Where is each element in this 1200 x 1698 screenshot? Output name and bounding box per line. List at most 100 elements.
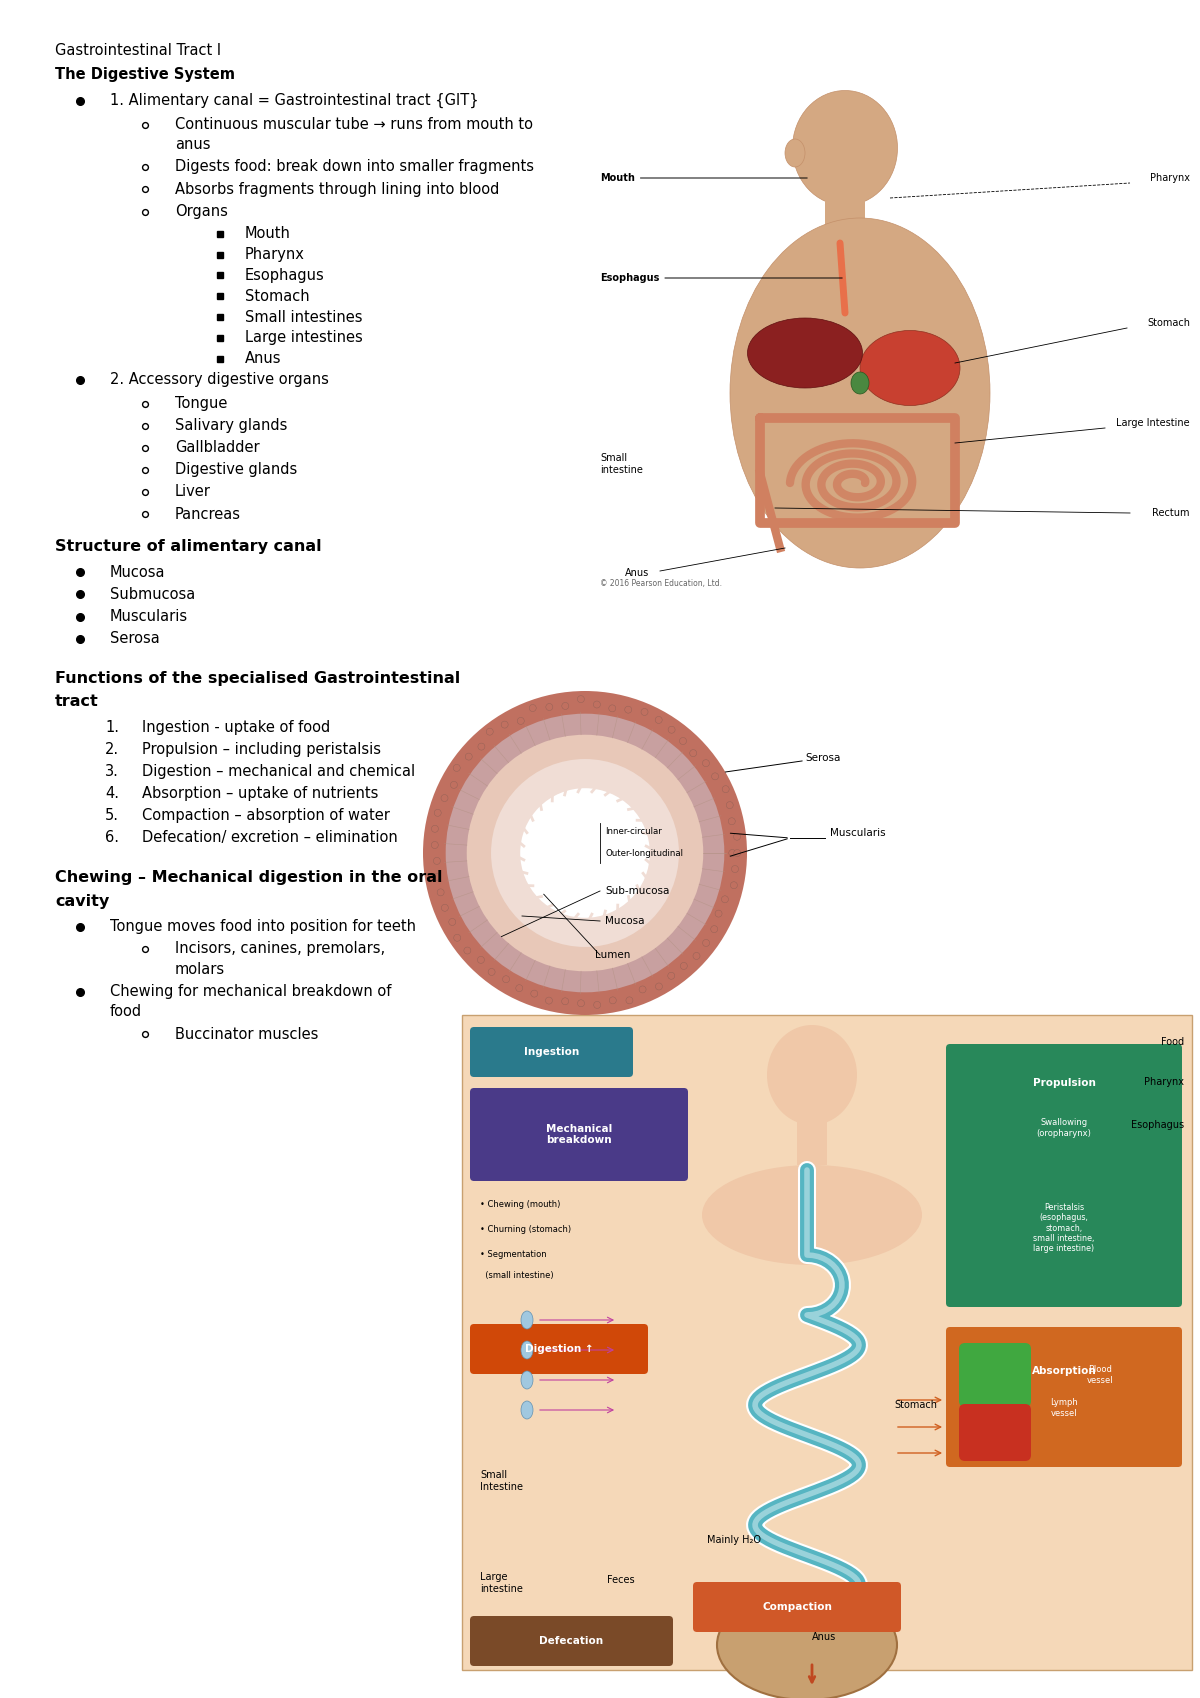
- Circle shape: [433, 873, 440, 881]
- Circle shape: [478, 744, 485, 751]
- Text: 3.: 3.: [106, 764, 119, 779]
- Text: Sub-mucosa: Sub-mucosa: [605, 886, 670, 897]
- Text: Anus: Anus: [625, 569, 649, 577]
- Circle shape: [517, 718, 524, 725]
- Ellipse shape: [521, 1401, 533, 1420]
- FancyBboxPatch shape: [470, 1324, 648, 1374]
- Circle shape: [733, 849, 740, 856]
- Text: Food: Food: [1160, 1037, 1184, 1048]
- Circle shape: [503, 976, 510, 983]
- Ellipse shape: [851, 372, 869, 394]
- Text: 5.: 5.: [106, 808, 119, 824]
- Text: Pharynx: Pharynx: [1150, 173, 1190, 183]
- Text: Large Intestine: Large Intestine: [1116, 418, 1190, 428]
- Text: Mainly H₂O: Mainly H₂O: [707, 1535, 761, 1545]
- Text: Digests food: break down into smaller fragments: Digests food: break down into smaller fr…: [175, 160, 534, 175]
- Circle shape: [726, 801, 733, 808]
- Text: Feces: Feces: [607, 1576, 635, 1584]
- Text: Pharynx: Pharynx: [245, 246, 305, 261]
- Ellipse shape: [702, 1165, 922, 1265]
- Text: 6.: 6.: [106, 830, 119, 846]
- Ellipse shape: [521, 1311, 533, 1330]
- FancyBboxPatch shape: [959, 1343, 1031, 1408]
- Text: Stomach: Stomach: [1147, 318, 1190, 328]
- Text: food: food: [110, 1005, 142, 1019]
- FancyBboxPatch shape: [462, 1015, 1192, 1671]
- Circle shape: [431, 842, 438, 849]
- Text: Mucosa: Mucosa: [110, 564, 166, 579]
- Circle shape: [690, 749, 697, 757]
- Circle shape: [594, 1002, 601, 1009]
- Circle shape: [710, 925, 718, 932]
- Text: Mouth: Mouth: [600, 173, 808, 183]
- Text: Chewing – Mechanical digestion in the oral: Chewing – Mechanical digestion in the or…: [55, 869, 443, 885]
- Circle shape: [516, 985, 523, 992]
- Text: Digestion – mechanical and chemical: Digestion – mechanical and chemical: [142, 764, 415, 779]
- Text: • Segmentation: • Segmentation: [480, 1250, 547, 1258]
- Text: Rectum: Rectum: [1152, 508, 1190, 518]
- Text: Tongue: Tongue: [175, 396, 227, 411]
- Text: Muscularis: Muscularis: [110, 610, 188, 623]
- Text: Anus: Anus: [812, 1632, 836, 1642]
- Text: • Chewing (mouth): • Chewing (mouth): [480, 1200, 560, 1209]
- Circle shape: [667, 973, 674, 980]
- Circle shape: [464, 947, 470, 954]
- Text: Serosa: Serosa: [110, 632, 160, 645]
- Circle shape: [424, 691, 746, 1015]
- Text: Structure of alimentary canal: Structure of alimentary canal: [55, 538, 322, 554]
- Text: Chewing for mechanical breakdown of: Chewing for mechanical breakdown of: [110, 983, 391, 998]
- Circle shape: [731, 881, 737, 888]
- Ellipse shape: [748, 318, 863, 389]
- Text: Incisors, canines, premolars,: Incisors, canines, premolars,: [175, 941, 385, 956]
- Circle shape: [593, 701, 600, 708]
- Text: Submucosa: Submucosa: [110, 588, 196, 601]
- Text: Gastrointestinal Tract I: Gastrointestinal Tract I: [55, 42, 221, 58]
- Ellipse shape: [792, 90, 898, 205]
- Circle shape: [546, 997, 552, 1004]
- Circle shape: [562, 703, 569, 710]
- Text: Small
intestine: Small intestine: [600, 453, 643, 475]
- Circle shape: [434, 810, 442, 817]
- Text: Mouth: Mouth: [245, 226, 290, 241]
- Text: The Digestive System: The Digestive System: [55, 66, 235, 82]
- Text: Continuous muscular tube → runs from mouth to: Continuous muscular tube → runs from mou…: [175, 117, 533, 132]
- Text: • Churning (stomach): • Churning (stomach): [480, 1224, 571, 1234]
- Text: Ingestion - uptake of food: Ingestion - uptake of food: [142, 720, 330, 735]
- Circle shape: [640, 987, 646, 993]
- Text: 1.: 1.: [106, 720, 119, 735]
- Circle shape: [721, 897, 728, 903]
- Text: Anus: Anus: [245, 351, 282, 367]
- Circle shape: [445, 713, 725, 992]
- Ellipse shape: [730, 217, 990, 569]
- Text: Esophagus: Esophagus: [245, 268, 325, 282]
- Text: Inner-circular: Inner-circular: [605, 827, 661, 835]
- Text: Pancreas: Pancreas: [175, 506, 241, 521]
- Text: 2. Accessory digestive organs: 2. Accessory digestive organs: [110, 372, 329, 387]
- Ellipse shape: [860, 331, 960, 406]
- Text: Compaction – absorption of water: Compaction – absorption of water: [142, 808, 390, 824]
- Circle shape: [442, 905, 449, 912]
- Text: Liver: Liver: [175, 484, 211, 499]
- Text: Defecation/ excretion – elimination: Defecation/ excretion – elimination: [142, 830, 397, 846]
- Ellipse shape: [521, 1370, 533, 1389]
- Text: Mechanical
breakdown: Mechanical breakdown: [546, 1124, 612, 1144]
- Text: Absorption: Absorption: [1032, 1365, 1097, 1375]
- Circle shape: [577, 696, 584, 703]
- Text: Ingestion: Ingestion: [524, 1048, 580, 1056]
- Ellipse shape: [785, 139, 805, 166]
- Circle shape: [502, 722, 508, 728]
- Text: Swallowing
(oropharynx): Swallowing (oropharynx): [1037, 1119, 1092, 1138]
- Circle shape: [733, 834, 740, 841]
- Text: Stomach: Stomach: [894, 1399, 937, 1409]
- Text: Lumen: Lumen: [595, 949, 630, 959]
- Circle shape: [521, 788, 650, 919]
- Circle shape: [608, 705, 616, 711]
- Circle shape: [546, 703, 553, 710]
- Circle shape: [562, 998, 569, 1005]
- Text: Mucosa: Mucosa: [605, 915, 644, 925]
- Text: anus: anus: [175, 138, 210, 153]
- Text: Pharynx: Pharynx: [1144, 1077, 1184, 1087]
- Text: (small intestine): (small intestine): [480, 1272, 553, 1280]
- Circle shape: [702, 939, 709, 946]
- Text: Stomach: Stomach: [245, 289, 310, 304]
